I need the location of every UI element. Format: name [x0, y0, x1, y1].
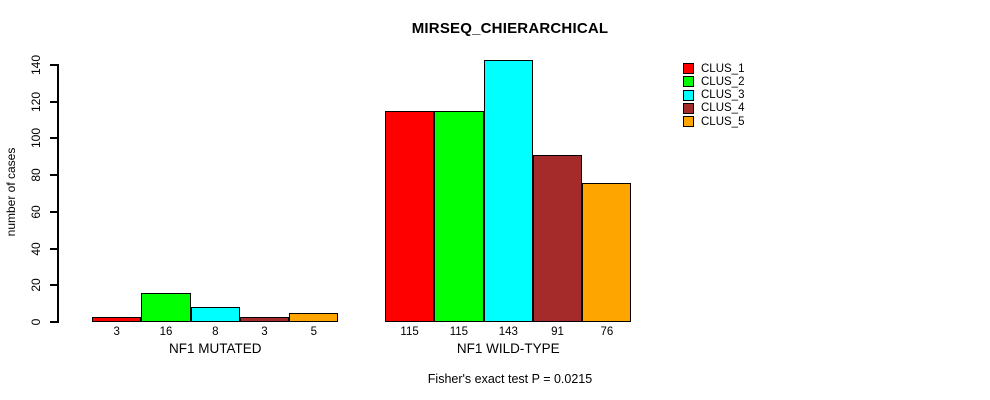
y-axis-tick-label: 40: [29, 241, 43, 256]
bar-nf1-mutated-clus_5: [289, 312, 339, 322]
y-axis-tick: [50, 284, 58, 287]
y-axis-tick-label: 80: [29, 168, 43, 182]
y-axis-tick: [50, 100, 58, 103]
bar-nf1-wild-type-clus_2: [434, 110, 484, 322]
legend-label: CLUS_3: [701, 89, 745, 101]
y-axis-label: number of cases: [4, 147, 18, 237]
bar-value-label: 3: [261, 326, 268, 338]
legend-label: CLUS_4: [701, 102, 745, 115]
bar-nf1-wild-type-clus_5: [582, 182, 632, 322]
y-axis-tick: [50, 174, 58, 177]
bar-nf1-mutated-clus_1: [92, 316, 142, 322]
bar-value-label: 115: [449, 326, 469, 338]
bar-value-label: 91: [551, 326, 564, 338]
bar-value-label: 16: [159, 326, 173, 338]
legend-swatch-clus_2: [683, 76, 694, 88]
y-axis-tick: [50, 321, 58, 323]
y-axis-tick-label: 60: [29, 205, 43, 219]
bar-nf1-wild-type-clus_3: [483, 59, 533, 322]
x-group-label: NF1 WILD-TYPE: [456, 341, 560, 356]
y-axis-tick-label: 140: [29, 54, 43, 76]
y-axis-tick-label: 100: [29, 128, 43, 149]
bar-value-label: 115: [400, 326, 419, 338]
legend-swatch-clus_3: [683, 89, 694, 101]
legend-label: CLUS_2: [701, 75, 745, 88]
bar-value-label: 8: [212, 326, 219, 338]
bar-nf1-wild-type-clus_4: [532, 155, 583, 322]
y-axis-tick-label: 0: [29, 318, 43, 326]
y-axis-tick: [50, 247, 58, 250]
bar-value-label: 143: [498, 326, 518, 338]
bar-value-label: 5: [310, 326, 317, 338]
bar-value-label: 76: [600, 326, 614, 338]
y-axis-tick: [50, 137, 58, 140]
y-axis-tick-label: 20: [29, 278, 43, 292]
y-axis-tick: [50, 210, 58, 213]
legend-label: CLUS_1: [701, 62, 745, 75]
y-axis-tick: [50, 64, 58, 66]
y-axis-tick-label: 120: [29, 91, 43, 112]
legend-label: CLUS_5: [701, 115, 745, 128]
bar-value-label: 3: [113, 326, 120, 338]
legend-swatch-clus_4: [683, 102, 694, 114]
chart-title: MIRSEQ_CHIERARCHICAL: [411, 20, 609, 37]
footer-annotation: Fisher's exact test P = 0.0215: [427, 372, 593, 386]
legend-swatch-clus_5: [683, 116, 694, 127]
x-group-label: NF1 MUTATED: [169, 341, 262, 356]
bar-nf1-mutated-clus_3: [190, 307, 240, 322]
bar-nf1-wild-type-clus_1: [385, 110, 435, 322]
y-axis-line: [57, 64, 59, 323]
bar-nf1-mutated-clus_2: [141, 292, 191, 322]
bar-nf1-mutated-clus_4: [239, 316, 290, 322]
legend-swatch-clus_1: [683, 63, 694, 74]
